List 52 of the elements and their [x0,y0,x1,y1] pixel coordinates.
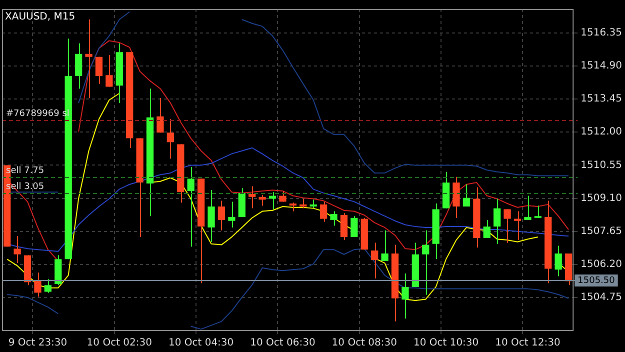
candlestick [534,205,542,218]
candlestick [402,273,409,319]
candlestick [330,210,338,226]
x-tick-label: 10 Oct 02:30 [86,338,152,349]
candlestick [554,245,562,277]
candlestick [74,42,82,90]
candlestick [371,242,378,279]
candlestick [524,195,532,220]
candlestick [248,186,256,209]
candlestick [483,219,490,238]
x-tick-label: 10 Oct 04:30 [168,338,234,349]
candlestick [350,216,358,238]
candlestick [514,210,522,241]
y-tick-label: 1512.00 [580,126,622,138]
y-tick-label: 1513.45 [580,94,622,105]
y-tick-label: 1516.35 [580,28,622,39]
candlestick [300,198,307,209]
candlestick [494,198,501,244]
candlestick [166,118,174,160]
candlestick [14,236,21,264]
y-tick-label: 1509.10 [580,192,622,204]
x-tick-label: 10 Oct 08:30 [332,338,397,349]
ref-line-label: 1505.50 [578,276,616,286]
candlestick [228,201,236,228]
x-tick-label: 9 Oct 23:30 [8,338,68,349]
candlestick [340,212,348,241]
candlestick [156,98,164,134]
candlestick [34,272,42,298]
candlestick [504,208,511,244]
candlestick [208,190,215,242]
candlestick [218,200,226,231]
x-tick-label: 10 Oct 12:30 [495,338,560,349]
candlestick [106,54,113,88]
candlestick [258,194,266,206]
candlestick [44,278,52,294]
x-tick-label: 10 Oct 10:30 [413,338,479,349]
y-tick-label: 1504.75 [580,292,622,304]
candlestick [320,201,328,222]
y-tick-label: 1510.55 [580,160,622,171]
candlestick [381,230,388,262]
candlestick [452,176,460,218]
candlestick [238,188,246,218]
candlestick [422,230,430,296]
candlestick [95,56,103,84]
y-tick-label: 1507.65 [580,226,622,237]
candlestick [85,18,92,99]
candlestick [462,184,470,207]
y-tick-label: 1506.20 [580,259,622,270]
candlestick [187,166,194,248]
y-tick-label: 1514.90 [580,60,622,72]
chart-title: XAUUSD, M15 [5,12,76,23]
x-tick-label: 10 Oct 06:30 [250,338,316,349]
